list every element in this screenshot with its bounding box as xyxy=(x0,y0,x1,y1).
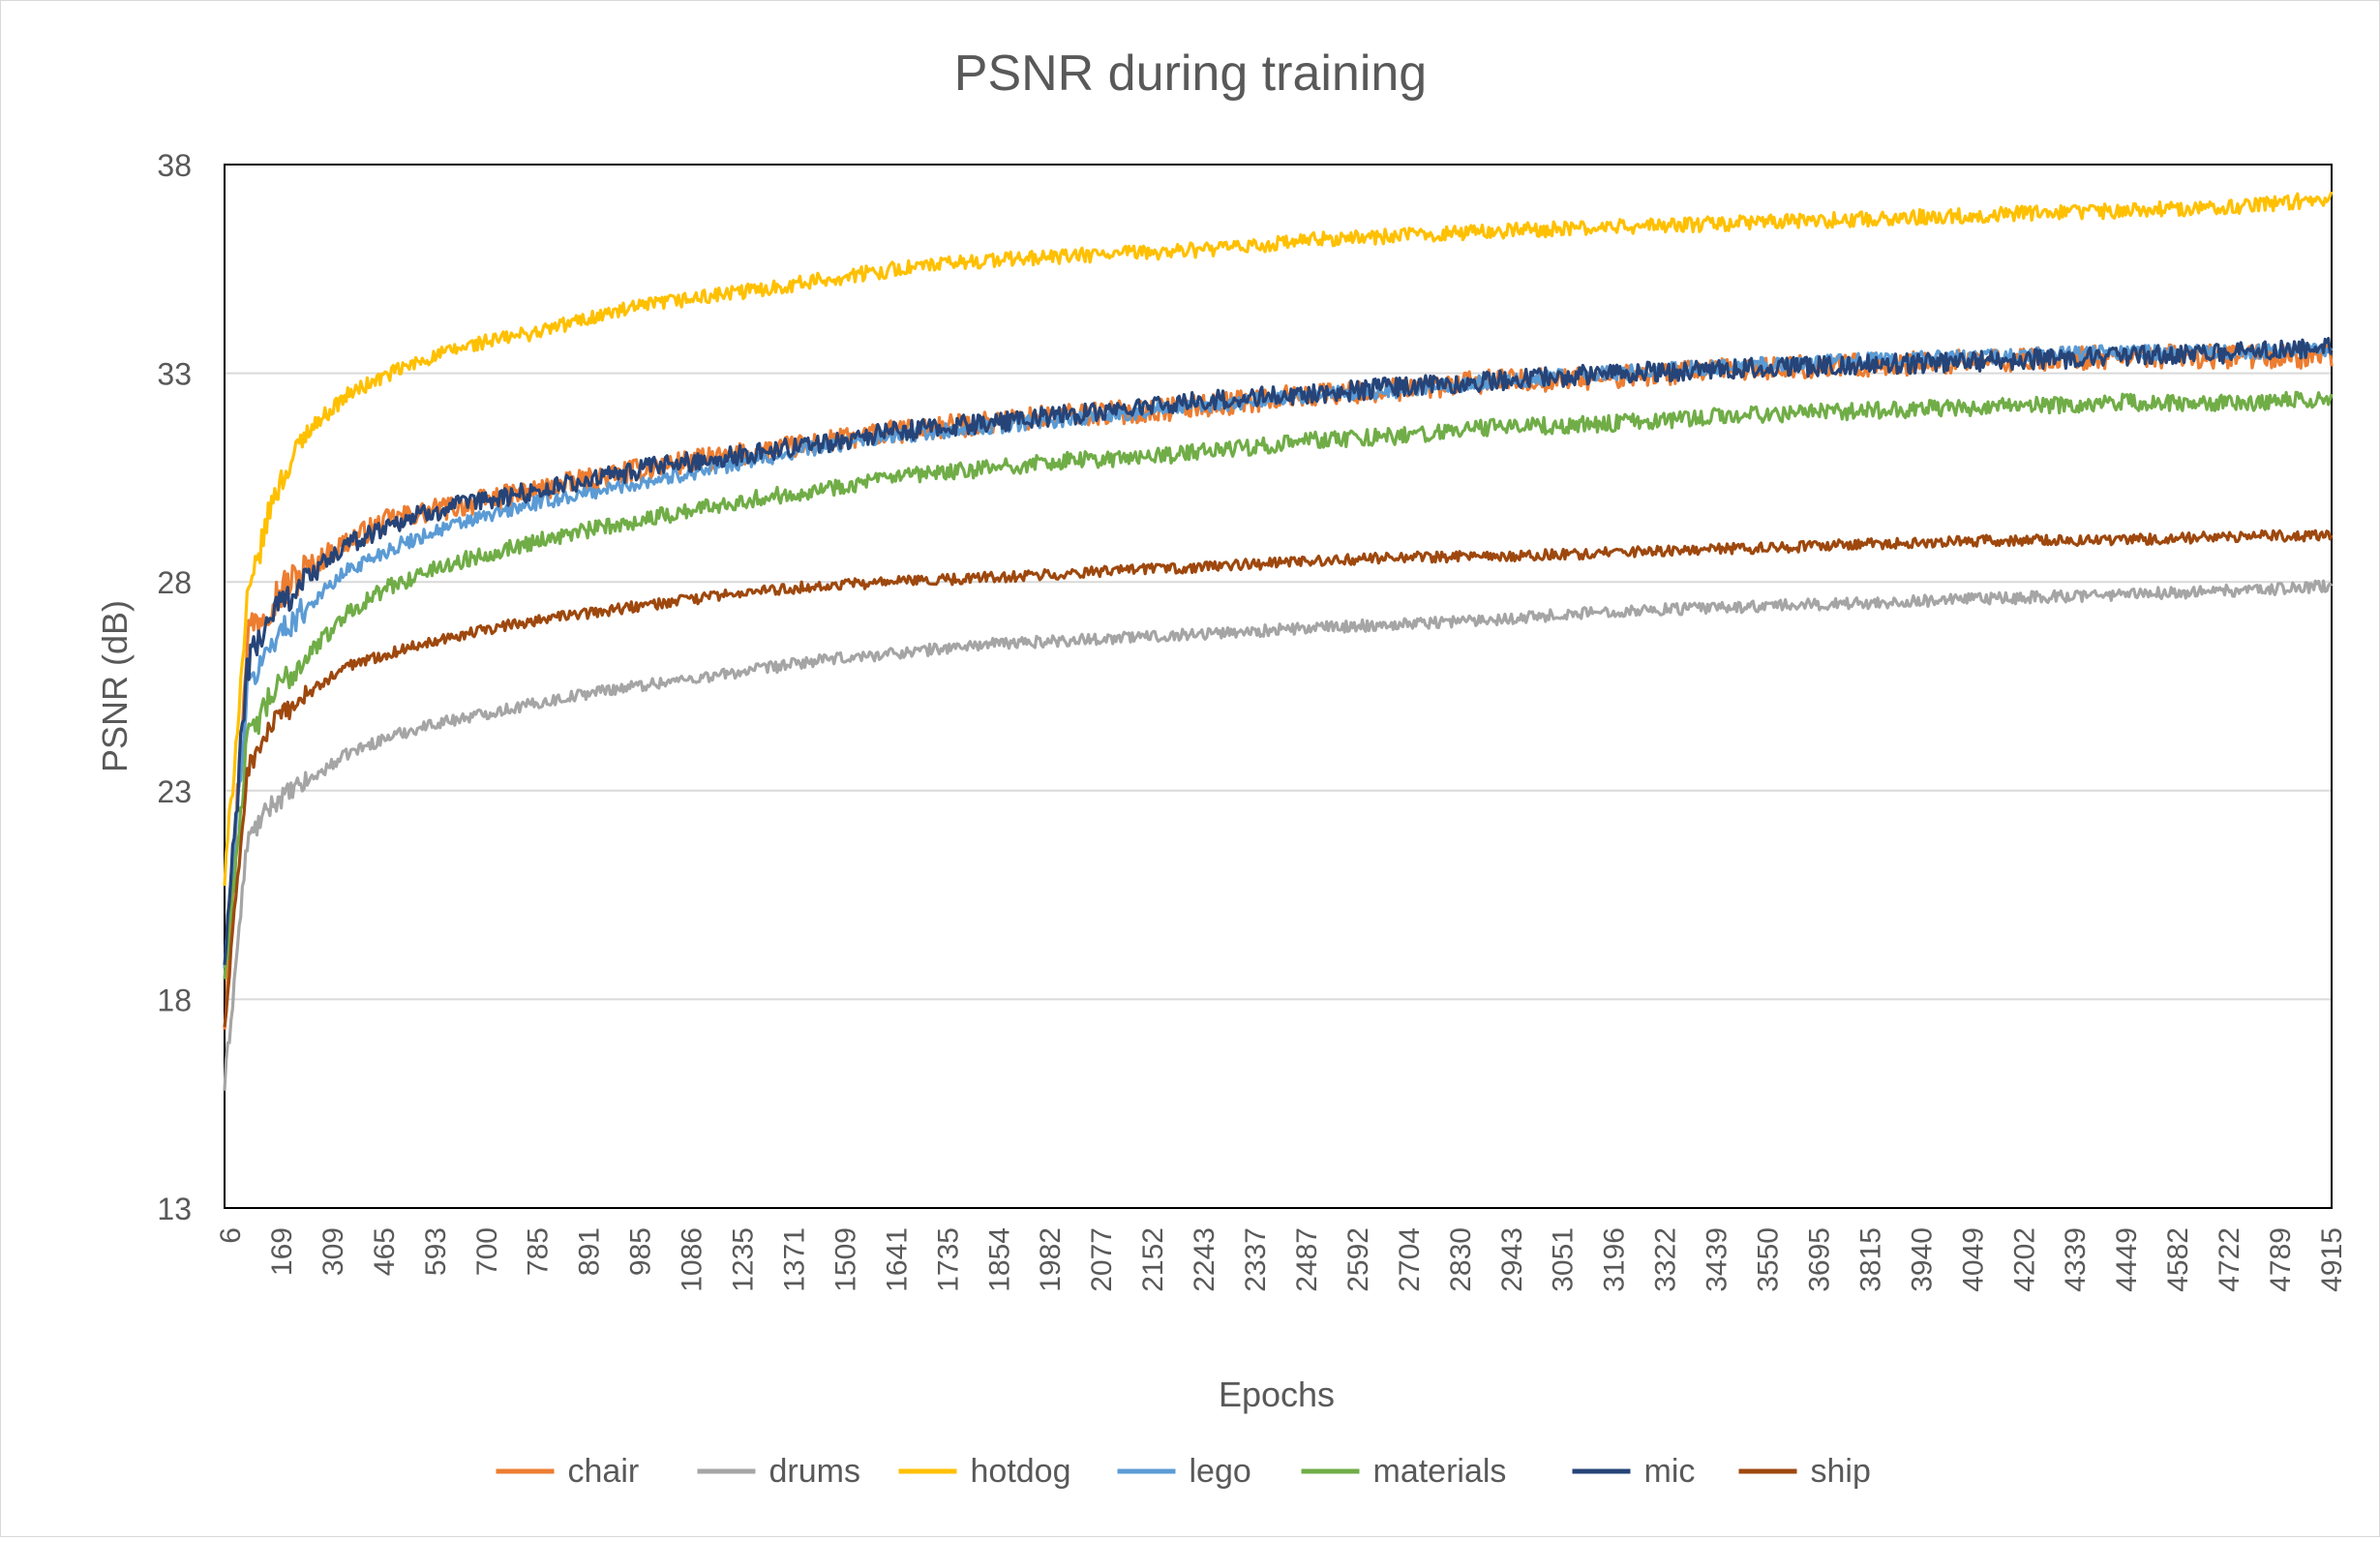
x-tick-label: 309 xyxy=(317,1227,349,1276)
x-tick-label: 2337 xyxy=(1240,1227,1272,1292)
x-tick-label: 2943 xyxy=(1496,1227,1528,1292)
x-tick-label: 4722 xyxy=(2214,1227,2245,1292)
x-tick-label: 3051 xyxy=(1548,1227,1580,1292)
legend-label-drums: drums xyxy=(769,1453,860,1490)
legend-label-materials: materials xyxy=(1373,1453,1507,1490)
x-tick-label: 3815 xyxy=(1854,1227,1886,1292)
gridlines xyxy=(225,164,2332,1209)
x-tick-label: 3940 xyxy=(1906,1227,1938,1292)
x-tick-label: 985 xyxy=(625,1227,657,1276)
y-tick-label: 18 xyxy=(157,982,192,1017)
x-tick-label: 593 xyxy=(420,1227,452,1276)
x-tick-label: 4202 xyxy=(2008,1227,2040,1292)
chart-title: PSNR during training xyxy=(954,45,1427,102)
x-tick-label: 2592 xyxy=(1342,1227,1374,1292)
x-tick-label: 700 xyxy=(471,1227,503,1276)
x-tick-label: 1235 xyxy=(728,1227,760,1292)
series-line-mic xyxy=(223,337,2334,966)
x-tick-label: 6 xyxy=(215,1227,247,1244)
x-tick-label: 3439 xyxy=(1702,1227,1733,1292)
x-axis-ticks: 6 169 309 465 593 700 785 891 985 1086 1235 1371 150… xyxy=(215,1227,2348,1292)
x-tick-label: 3695 xyxy=(1803,1227,1835,1292)
x-tick-label: 1982 xyxy=(1035,1227,1067,1292)
x-tick-label: 2077 xyxy=(1086,1227,1118,1292)
x-tick-label: 2830 xyxy=(1445,1227,1477,1292)
x-tick-label: 1641 xyxy=(881,1227,913,1292)
x-tick-label: 4049 xyxy=(1957,1227,1989,1292)
x-tick-label: 4449 xyxy=(2111,1227,2143,1292)
legend-label-ship: ship xyxy=(1811,1453,1871,1490)
x-tick-label: 465 xyxy=(369,1227,401,1276)
y-tick-label: 33 xyxy=(157,357,192,392)
legend-label-mic: mic xyxy=(1644,1453,1696,1490)
series-line-lego xyxy=(223,341,2334,969)
x-tick-label: 1854 xyxy=(983,1227,1015,1292)
y-axis-label: PSNR (dB) xyxy=(95,600,135,772)
series-line-materials xyxy=(223,390,2334,980)
series-lines xyxy=(223,191,2334,1091)
x-tick-label: 2704 xyxy=(1394,1227,1426,1292)
x-tick-label: 785 xyxy=(523,1227,555,1276)
series-line-drums xyxy=(223,579,2334,1091)
legend: chair drums hotdog lego materials mic ship xyxy=(496,1453,1871,1490)
x-tick-label: 891 xyxy=(574,1227,606,1276)
y-tick-label: 28 xyxy=(157,565,192,600)
x-tick-label: 4789 xyxy=(2265,1227,2297,1292)
y-tick-label: 23 xyxy=(157,774,192,809)
x-tick-label: 4582 xyxy=(2162,1227,2194,1292)
series-line-ship xyxy=(223,529,2334,1028)
x-axis-label: Epochs xyxy=(1219,1375,1335,1414)
y-tick-label: 13 xyxy=(157,1192,192,1226)
x-tick-label: 2152 xyxy=(1137,1227,1169,1292)
x-tick-label: 2487 xyxy=(1291,1227,1323,1292)
x-tick-label: 169 xyxy=(266,1227,298,1276)
x-tick-label: 1086 xyxy=(677,1227,708,1292)
x-tick-label: 3322 xyxy=(1650,1227,1682,1292)
legend-label-lego: lego xyxy=(1190,1453,1251,1490)
x-tick-label: 3550 xyxy=(1753,1227,1785,1292)
legend-label-chair: chair xyxy=(568,1453,640,1490)
legend-label-hotdog: hotdog xyxy=(971,1453,1071,1490)
x-tick-label: 1371 xyxy=(778,1227,810,1292)
x-tick-label: 3196 xyxy=(1599,1227,1631,1292)
x-tick-label: 1509 xyxy=(829,1227,861,1292)
y-tick-label: 38 xyxy=(157,148,192,183)
y-axis-ticks: 13 18 23 28 33 38 xyxy=(157,148,192,1226)
plot-area-border xyxy=(224,164,2333,1209)
x-tick-label: 4915 xyxy=(2316,1227,2348,1292)
x-tick-label: 2243 xyxy=(1189,1227,1220,1292)
x-tick-label: 4339 xyxy=(2060,1227,2092,1292)
x-tick-label: 1735 xyxy=(932,1227,964,1292)
series-line-hotdog xyxy=(223,191,2334,887)
